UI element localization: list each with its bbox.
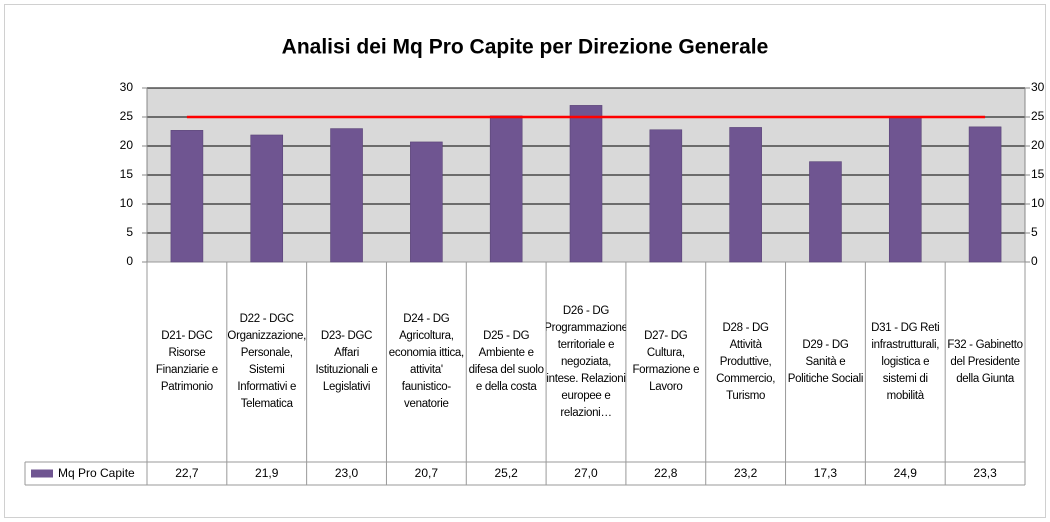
y-tick-label: 20: [120, 138, 134, 152]
bar: [809, 161, 842, 263]
data-table-value: 21,9: [255, 466, 279, 480]
bar: [968, 126, 1002, 263]
y-tick-label: 0: [126, 254, 133, 268]
y2-tick-label: 5: [1031, 225, 1038, 239]
data-table-value: 23,0: [334, 466, 359, 480]
chart-title: Analisi dei Mq Pro Capite per Direzione …: [282, 36, 769, 59]
y2-tick-label: 10: [1031, 196, 1045, 210]
data-table-value: 22,8: [654, 466, 678, 480]
bar: [888, 117, 922, 263]
y2-tick-label: 25: [1031, 109, 1045, 123]
y2-tick-label: 15: [1031, 167, 1045, 181]
y2-tick-label: 20: [1031, 138, 1045, 152]
x-tick-label: D27- DG Cultura, Formazione e Lavoro: [632, 330, 700, 393]
x-tick-label: D26 - DG Programmazione territoriale e n…: [546, 304, 626, 419]
bar: [649, 129, 683, 263]
bar: [569, 105, 603, 263]
data-table-value: 27,0: [574, 466, 598, 480]
data-table-value: 17,3: [813, 466, 838, 480]
legend-label: Mq Pro Capite: [58, 466, 135, 480]
data-table-value: 23,2: [733, 466, 758, 480]
data-table-value: 23,3: [973, 466, 997, 480]
x-tick-label: D24 - DG Agricoltura, economia ittica, a…: [388, 313, 464, 410]
data-table-value: 22,7: [175, 466, 199, 480]
x-tick-label: D21- DGC Risorse Finanziarie e Patrimoni…: [155, 330, 218, 393]
data-table-value: 25,2: [494, 466, 518, 480]
y-tick-label: 25: [120, 109, 134, 123]
x-tick-label: D28 - DG Attività Produttive, Commercio,…: [716, 321, 776, 402]
x-tick-label: D29 - DG Sanità e Politiche Sociali: [787, 338, 864, 385]
bar: [170, 130, 204, 263]
x-tick-label: D23- DGC Affari Istituzionali e Legislat…: [315, 330, 378, 393]
y2-tick-label: 0: [1031, 254, 1038, 268]
bar: [489, 115, 523, 263]
data-table-value: 20,7: [414, 466, 439, 480]
x-tick-label: D31 - DG Reti infrastrutturali, logistic…: [871, 321, 940, 402]
x-tick-label: F32 - Gabinetto del Presidente della Giu…: [947, 338, 1023, 385]
bar: [250, 134, 284, 263]
y-tick-label: 15: [120, 167, 134, 181]
y-tick-label: 10: [120, 196, 134, 210]
bar: [729, 127, 762, 263]
bar: [410, 141, 443, 263]
legend-swatch: [31, 469, 53, 478]
x-tick-label: D22 - DGC Organizzazione, Personale, Sis…: [227, 313, 307, 410]
y2-tick-label: 30: [1031, 80, 1045, 94]
x-tick-label: D25 - DG Ambiente e difesa del suolo e d…: [468, 330, 544, 393]
y-tick-label: 5: [126, 225, 133, 239]
data-table-value: 24,9: [893, 466, 917, 480]
y-tick-label: 30: [120, 80, 134, 94]
bar: [330, 128, 363, 263]
